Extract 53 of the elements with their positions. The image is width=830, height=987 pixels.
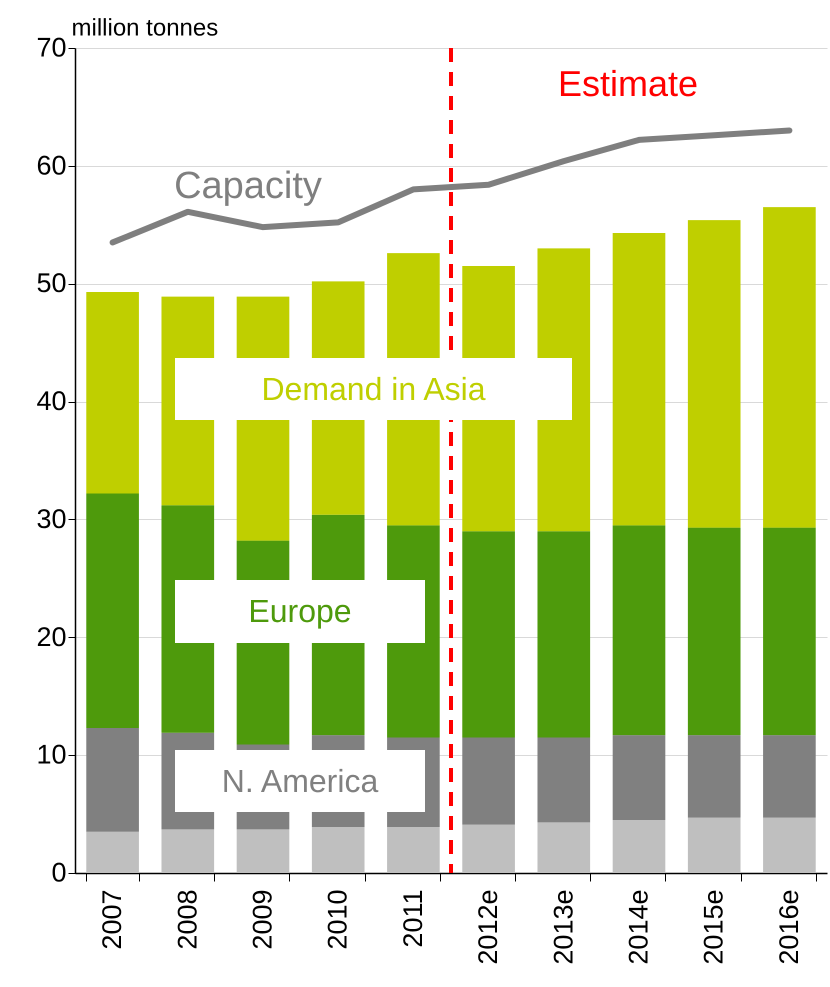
bar <box>537 531 590 738</box>
y-tick-label: 20 <box>36 622 66 652</box>
bar <box>236 829 290 873</box>
bar <box>612 735 666 820</box>
label-box: Demand in Asia <box>175 358 572 420</box>
bar <box>763 818 816 873</box>
x-tick-label: 2009 <box>248 890 278 950</box>
y-tick-label: 30 <box>36 504 66 534</box>
x-tick-label: 2015e <box>698 890 729 965</box>
x-tick-label: 2012e <box>473 890 504 965</box>
bar <box>86 292 139 494</box>
y-tick-label: 10 <box>36 740 66 770</box>
bar <box>86 728 139 832</box>
bar <box>612 233 666 526</box>
y-tick-label: 60 <box>36 150 66 180</box>
bar <box>462 531 515 738</box>
bar <box>688 735 741 818</box>
series-label: N. America <box>222 762 378 800</box>
bar <box>688 528 741 736</box>
x-tick-label: 2013e <box>548 890 578 965</box>
ref-line-label: Estimate <box>558 63 698 104</box>
bar <box>763 735 816 818</box>
bar <box>763 207 816 528</box>
bar <box>312 827 365 873</box>
bar <box>537 822 590 873</box>
y-axis-title: million tonnes <box>72 14 218 42</box>
label-box: N. America <box>175 750 425 812</box>
x-tick-label: 2007 <box>97 890 128 950</box>
x-tick-label: 2016e <box>774 890 804 965</box>
x-tick-label: 2010 <box>322 890 353 950</box>
bar <box>612 525 666 736</box>
bar <box>161 829 214 873</box>
x-tick-label: 2014e <box>624 890 654 965</box>
bar <box>537 737 590 822</box>
bar <box>688 220 741 528</box>
y-tick-label: 50 <box>36 268 66 298</box>
x-tick-label: 2008 <box>172 890 202 950</box>
bar <box>86 494 139 728</box>
series-label: Demand in Asia <box>261 370 486 408</box>
y-tick-label: 40 <box>36 386 66 416</box>
x-tick-label: 2011 <box>398 890 428 948</box>
series-label: Europe <box>248 593 352 630</box>
bar <box>763 528 816 736</box>
bar <box>462 824 515 873</box>
bar <box>387 827 440 873</box>
bar <box>462 737 515 825</box>
label-box: Europe <box>175 580 425 643</box>
bar <box>612 820 666 873</box>
y-tick-label: 70 <box>36 32 66 62</box>
y-tick-label: 0 <box>51 858 66 888</box>
series-label: Capacity <box>174 165 322 207</box>
bar <box>688 818 741 873</box>
bar <box>86 832 139 873</box>
